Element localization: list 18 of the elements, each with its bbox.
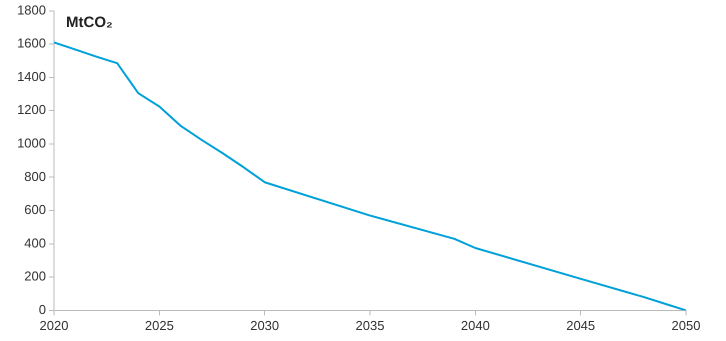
y-tick-label: 200 [24, 268, 46, 284]
y-tick-label: 800 [24, 168, 46, 184]
y-tick-label: 1600 [17, 36, 46, 51]
y-tick-label: 1400 [17, 68, 46, 84]
y-tick-label: 1200 [17, 102, 46, 118]
x-tick-label: 2025 [144, 318, 174, 333]
y-tick-label: 1800 [17, 2, 46, 18]
x-tick-label: 2020 [40, 318, 68, 333]
x-tick-label: 2035 [356, 318, 384, 333]
y-tick-label: 400 [24, 235, 46, 250]
y-axis-title: MtCO₂ [66, 14, 113, 31]
x-tick-label: 2030 [250, 318, 280, 333]
y-tick-label: 0 [38, 302, 46, 317]
y-tick-label: 600 [24, 202, 46, 218]
y-tick-label: 1000 [17, 136, 46, 151]
x-tick-label: 2040 [460, 318, 490, 333]
x-tick-label: 2050 [672, 318, 700, 333]
x-tick-label: 2045 [566, 318, 596, 333]
